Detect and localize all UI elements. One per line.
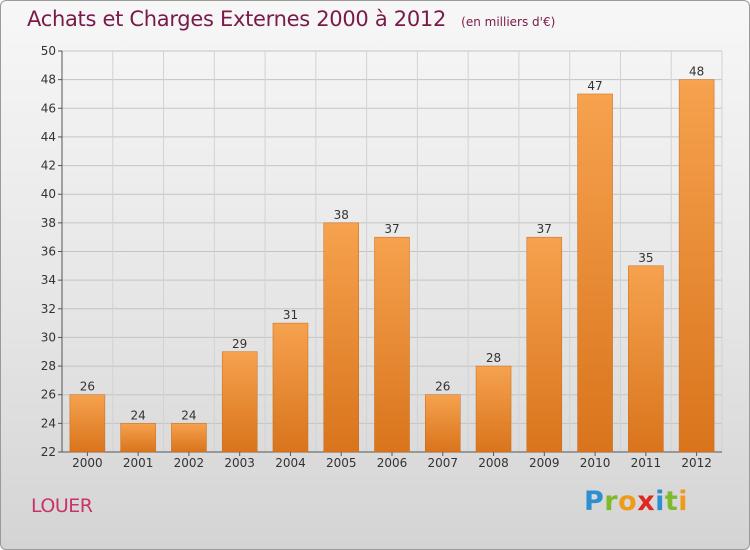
- data-label: 29: [232, 337, 247, 351]
- x-tick-label: 2009: [529, 456, 560, 470]
- x-tick-label: 2001: [123, 456, 154, 470]
- x-tick-label: 2005: [326, 456, 357, 470]
- bar: [475, 365, 512, 453]
- y-tick-label: 36: [41, 245, 56, 259]
- data-label: 35: [638, 251, 653, 265]
- logo-letter: i: [655, 486, 665, 517]
- commune-name: LOUER: [31, 495, 93, 517]
- bar: [425, 394, 461, 453]
- bars: [69, 79, 715, 453]
- logo-letter: x: [637, 486, 656, 517]
- bar: [69, 394, 106, 453]
- bar: [323, 222, 359, 453]
- x-tick-label: 2012: [681, 456, 712, 470]
- bar: [272, 322, 309, 453]
- labels: 22 24 26 28 30 32 34 36 38 40 42 44 46 48 50 26 2000 24 20…: [41, 44, 712, 470]
- y-tick-label: 34: [41, 273, 56, 287]
- logo-letter: P: [584, 486, 605, 517]
- data-label: 26: [80, 380, 95, 394]
- y-tick-label: 38: [41, 216, 56, 230]
- x-tick-label: 2000: [72, 456, 103, 470]
- y-tick-label: 46: [41, 101, 56, 115]
- y-tick-label: 26: [41, 388, 56, 402]
- title-row: Achats et Charges Externes 2000 à 2012 (…: [27, 7, 555, 31]
- data-label: 26: [435, 380, 450, 394]
- data-label: 38: [334, 208, 349, 222]
- y-tick-label: 40: [41, 187, 56, 201]
- data-label: 47: [587, 79, 602, 93]
- y-tick-label: 30: [41, 330, 56, 344]
- bar: [120, 423, 156, 453]
- bar: [577, 93, 613, 453]
- data-label: 31: [283, 308, 298, 322]
- data-label: 37: [384, 222, 399, 236]
- data-label: 24: [181, 408, 196, 422]
- x-tick-label: 2010: [580, 456, 611, 470]
- bar: [374, 236, 410, 453]
- y-tick-label: 22: [41, 445, 56, 459]
- y-tick-label: 32: [41, 302, 56, 316]
- x-tick-label: 2008: [478, 456, 509, 470]
- bar: [678, 79, 715, 453]
- x-tick-label: 2007: [427, 456, 458, 470]
- x-tick-label: 2004: [275, 456, 306, 470]
- logo-letter: t: [664, 486, 679, 517]
- x-tick-label: 2002: [174, 456, 205, 470]
- data-label: 28: [486, 351, 501, 365]
- bar: [171, 423, 207, 453]
- y-tick-label: 42: [41, 159, 56, 173]
- bar: [526, 236, 563, 453]
- data-label: 24: [131, 408, 146, 422]
- logo-letter: r: [604, 486, 619, 517]
- bar: [221, 351, 258, 453]
- y-tick-label: 44: [41, 130, 56, 144]
- data-label: 37: [537, 222, 552, 236]
- chart-title: Achats et Charges Externes 2000 à 2012: [27, 7, 447, 31]
- y-tick-label: 48: [41, 73, 56, 87]
- x-tick-label: 2006: [377, 456, 408, 470]
- y-tick-label: 24: [41, 416, 56, 430]
- chart-subtitle: (en milliers d'€): [461, 15, 556, 29]
- x-tick-label: 2003: [224, 456, 255, 470]
- bar: [628, 265, 664, 453]
- y-tick-label: 28: [41, 359, 56, 373]
- logo-letter: i: [678, 486, 689, 517]
- proxiti-logo: Proxiti: [584, 486, 688, 517]
- logo-letter: o: [618, 486, 638, 517]
- x-tick-label: 2011: [631, 456, 662, 470]
- data-label: 48: [689, 65, 704, 79]
- y-tick-label: 50: [41, 44, 56, 58]
